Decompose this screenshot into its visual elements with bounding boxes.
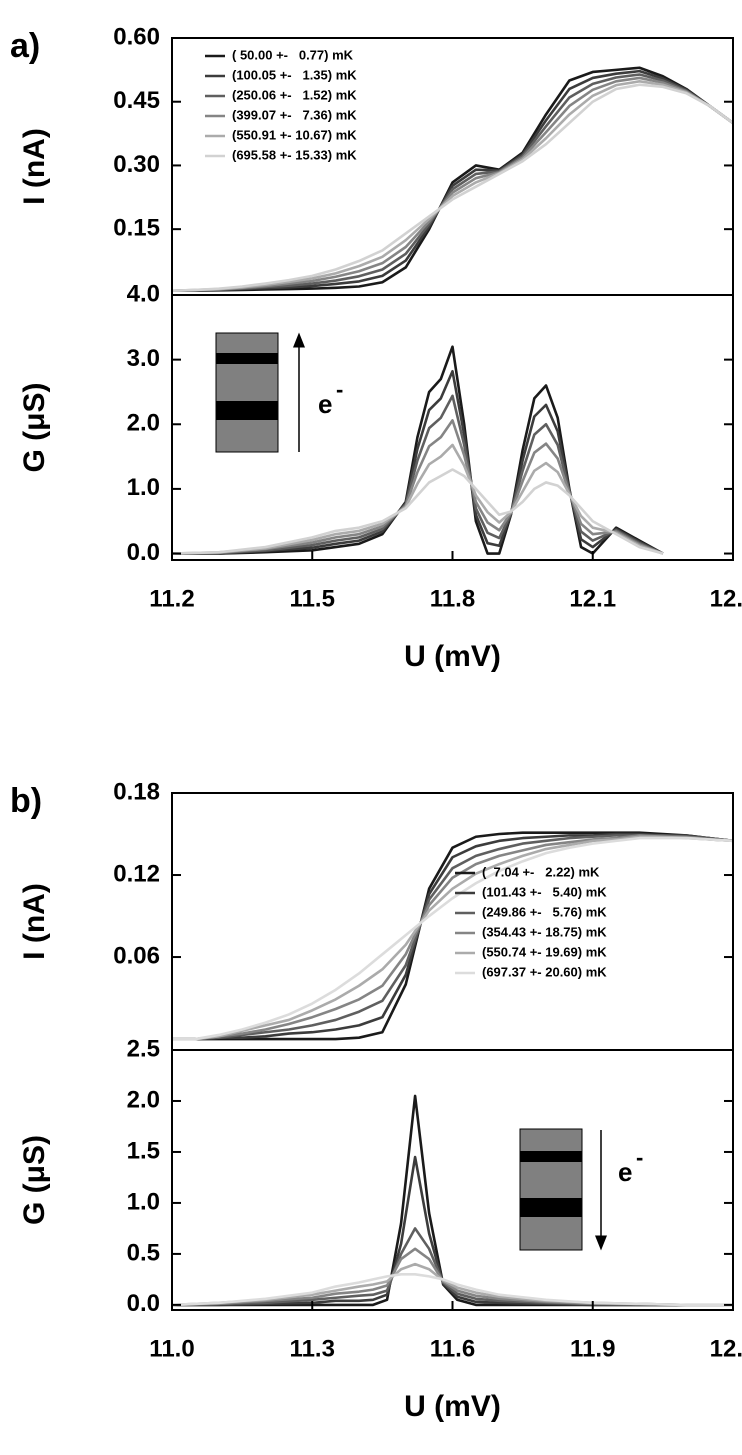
plot-lines bbox=[172, 66, 733, 293]
data-line bbox=[172, 836, 733, 1041]
data-line bbox=[172, 419, 664, 555]
x-tick-label: 11.0 bbox=[149, 1335, 194, 1362]
x-tick-label: 11.2 bbox=[149, 585, 194, 612]
x-tick-label: 11.6 bbox=[430, 1335, 475, 1362]
y-tick-label: 0.12 bbox=[113, 860, 160, 887]
legend-label: (399.07 +- 7.36) mK bbox=[232, 107, 357, 122]
plot-lines bbox=[172, 345, 664, 555]
data-line bbox=[172, 468, 664, 555]
data-line bbox=[172, 1094, 733, 1307]
legend-label: (695.58 +- 15.33) mK bbox=[232, 147, 357, 162]
legend-label: (100.05 +- 1.35) mK bbox=[232, 67, 357, 82]
data-line bbox=[172, 835, 733, 1041]
y-tick-label: 0.60 bbox=[113, 23, 160, 50]
x-tick-label: 11.5 bbox=[290, 585, 335, 612]
panel-label: b) bbox=[10, 782, 42, 820]
y-tick-label: 0.45 bbox=[113, 87, 160, 114]
x-axis-title: U (mV) bbox=[404, 1390, 501, 1423]
panel-label: a) bbox=[10, 27, 40, 65]
y-tick-label: 0.5 bbox=[127, 1239, 160, 1266]
y-tick-label: 2.5 bbox=[127, 1035, 160, 1062]
annotation: e bbox=[318, 389, 332, 419]
x-axis-title: U (mV) bbox=[404, 640, 501, 673]
y-axis-title: G (μS) bbox=[18, 1135, 51, 1225]
legend-label: (550.91 +- 10.67) mK bbox=[232, 127, 357, 142]
legend-label: ( 50.00 +- 0.77) mK bbox=[232, 47, 354, 62]
y-axis-title: G (μS) bbox=[18, 382, 51, 472]
plot-frame bbox=[171, 1049, 734, 1311]
y-tick-label: 4.0 bbox=[127, 280, 160, 307]
y-axis-title: I (nA) bbox=[18, 883, 51, 960]
plot-frame bbox=[171, 792, 734, 1051]
y-tick-label: 0.15 bbox=[113, 215, 160, 242]
data-line bbox=[172, 394, 664, 555]
data-line bbox=[172, 834, 733, 1041]
annotation-sup: - bbox=[336, 377, 343, 402]
x-tick-label: 12.2 bbox=[710, 1335, 742, 1362]
plot-lines bbox=[172, 1094, 733, 1307]
x-tick-label: 11.8 bbox=[430, 585, 475, 612]
plot-lines bbox=[172, 831, 733, 1041]
legend-label: ( 7.04 +- 2.22) mK bbox=[482, 864, 600, 879]
y-tick-label: 0.0 bbox=[127, 1290, 160, 1317]
data-line bbox=[172, 831, 733, 1041]
legend-label: (550.74 +- 19.69) mK bbox=[482, 944, 607, 959]
y-tick-label: 1.0 bbox=[127, 474, 160, 501]
y-tick-label: 0.18 bbox=[113, 778, 160, 805]
legend-label: (697.37 +- 20.60) mK bbox=[482, 964, 607, 979]
y-tick-label: 2.0 bbox=[127, 410, 160, 437]
annotation: e bbox=[618, 1157, 632, 1187]
inset-diagram: e - bbox=[215, 332, 343, 453]
x-tick-label: 12.1 bbox=[569, 585, 616, 612]
data-line bbox=[172, 369, 664, 555]
legend-label: (249.86 +- 5.76) mK bbox=[482, 904, 607, 919]
x-tick-label: 11.3 bbox=[290, 1335, 335, 1362]
y-tick-label: 0.30 bbox=[113, 151, 160, 178]
y-tick-label: 0.0 bbox=[127, 539, 160, 566]
y-tick-label: 3.0 bbox=[127, 345, 160, 372]
y-tick-label: 1.0 bbox=[127, 1188, 160, 1215]
legend-label: (354.43 +- 18.75) mK bbox=[482, 924, 607, 939]
annotation-sup: - bbox=[636, 1145, 643, 1170]
y-tick-label: 0.06 bbox=[113, 942, 160, 969]
inset-diagram: e - bbox=[519, 1128, 643, 1251]
x-tick-label: 12.4 bbox=[710, 585, 742, 612]
y-axis-title: I (nA) bbox=[18, 128, 51, 205]
data-line bbox=[172, 832, 733, 1041]
data-line bbox=[172, 443, 664, 555]
data-line bbox=[172, 83, 733, 293]
legend-label: (101.43 +- 5.40) mK bbox=[482, 884, 607, 899]
y-tick-label: 2.0 bbox=[127, 1086, 160, 1113]
y-tick-label: 1.5 bbox=[127, 1137, 160, 1164]
x-tick-label: 11.9 bbox=[570, 1335, 615, 1362]
legend-label: (250.06 +- 1.52) mK bbox=[232, 87, 357, 102]
data-line bbox=[172, 834, 733, 1041]
data-line bbox=[172, 1273, 733, 1307]
